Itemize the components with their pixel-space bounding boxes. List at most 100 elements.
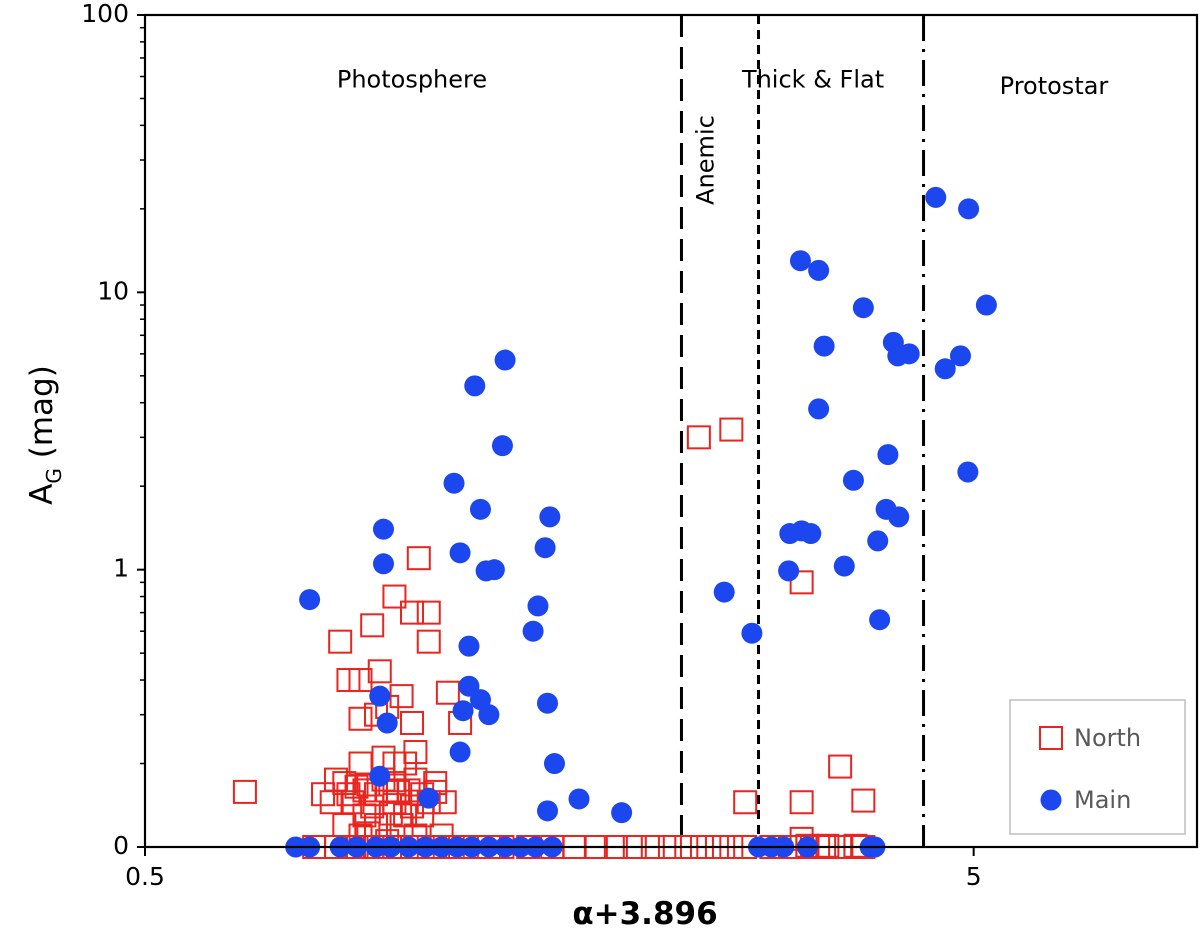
region-boundaries [679, 15, 926, 847]
legend-north-label: North [1074, 724, 1141, 752]
legend-box [1009, 699, 1186, 835]
main-point [833, 555, 855, 577]
plot-frame [143, 13, 1199, 849]
main-point [299, 589, 321, 611]
y-tick-label: 10 [97, 276, 129, 305]
north-point [336, 668, 361, 693]
region-label: Anemic [692, 115, 720, 205]
main-point [852, 297, 874, 319]
main-point [369, 765, 391, 787]
main-point [611, 802, 633, 824]
region-label: Protostar [1000, 72, 1109, 100]
north-point [382, 584, 407, 609]
main-point [527, 595, 549, 617]
main-point [888, 506, 910, 528]
north-point [400, 600, 425, 625]
north-point [435, 680, 460, 705]
north-point [232, 779, 257, 804]
north-point [348, 668, 373, 693]
legend-main-marker [1040, 789, 1062, 811]
main-point [537, 692, 558, 714]
main-point [522, 620, 544, 642]
main-point [925, 186, 947, 208]
main-point [475, 560, 497, 582]
main-point [778, 560, 800, 582]
main-point [957, 461, 979, 483]
main-point [808, 398, 830, 420]
main-point [568, 788, 590, 810]
north-point [789, 790, 814, 815]
main-point [808, 259, 830, 281]
north-point [336, 782, 361, 807]
main-point [713, 581, 735, 603]
main-point [478, 704, 500, 726]
y-tick-label: 0 [113, 831, 129, 860]
north-point [851, 788, 876, 813]
main-point [418, 787, 440, 809]
main-point [869, 609, 891, 631]
x-tick-label: 0.5 [125, 862, 165, 891]
main-point [898, 343, 920, 365]
main-point [491, 435, 513, 457]
main-point [975, 294, 997, 316]
main-point [877, 444, 899, 466]
north-point [733, 790, 758, 815]
region-label: Photosphere [337, 66, 487, 94]
north-point [416, 600, 441, 625]
y-tick-label: 100 [81, 0, 129, 28]
main-point [934, 358, 956, 380]
north-point [328, 629, 353, 654]
main-point [813, 335, 835, 357]
legend-main-label: Main [1074, 786, 1131, 814]
main-point [537, 800, 558, 822]
north-point [400, 710, 425, 735]
main-point [372, 518, 394, 540]
north-point [416, 629, 441, 654]
legend-north-marker [1039, 726, 1063, 750]
main-point [842, 469, 864, 491]
main-point [949, 345, 971, 367]
north-point [686, 425, 711, 450]
main-point [372, 553, 394, 575]
y-axis-title: AG (mag) [24, 365, 66, 505]
north-point [719, 417, 744, 442]
main-point [958, 198, 980, 220]
main-point [464, 375, 486, 397]
legend: North Main [1009, 699, 1186, 835]
main-point [452, 700, 474, 722]
main-point [543, 753, 565, 775]
north-point [367, 659, 392, 684]
main-point [534, 537, 556, 559]
north-point [360, 613, 385, 638]
north-point [348, 706, 373, 731]
north-point [311, 782, 336, 807]
y-tick-label: 1 [113, 554, 129, 583]
main-point [800, 523, 822, 545]
main-series [285, 186, 997, 858]
x-tick-label: 5 [966, 862, 982, 891]
north-point [406, 546, 431, 571]
north-point [389, 684, 414, 709]
north-point [319, 790, 344, 815]
main-point [867, 530, 889, 552]
main-point [449, 741, 471, 763]
main-point [494, 349, 516, 371]
north-point [828, 754, 853, 779]
main-point [449, 542, 471, 564]
region-labels: Photosphere Anemic Thick & Flat Protostar [337, 66, 1109, 205]
main-point [458, 635, 480, 657]
main-point [539, 506, 561, 528]
north-point [348, 751, 373, 776]
main-point [741, 622, 763, 644]
main-point [443, 472, 465, 494]
main-point [469, 498, 491, 520]
main-point [369, 685, 391, 707]
main-point [376, 712, 398, 734]
main-point [789, 250, 811, 272]
north-point [789, 570, 814, 595]
region-label: Thick & Flat [741, 66, 884, 94]
x-axis-title: α+3.896 [572, 896, 717, 931]
